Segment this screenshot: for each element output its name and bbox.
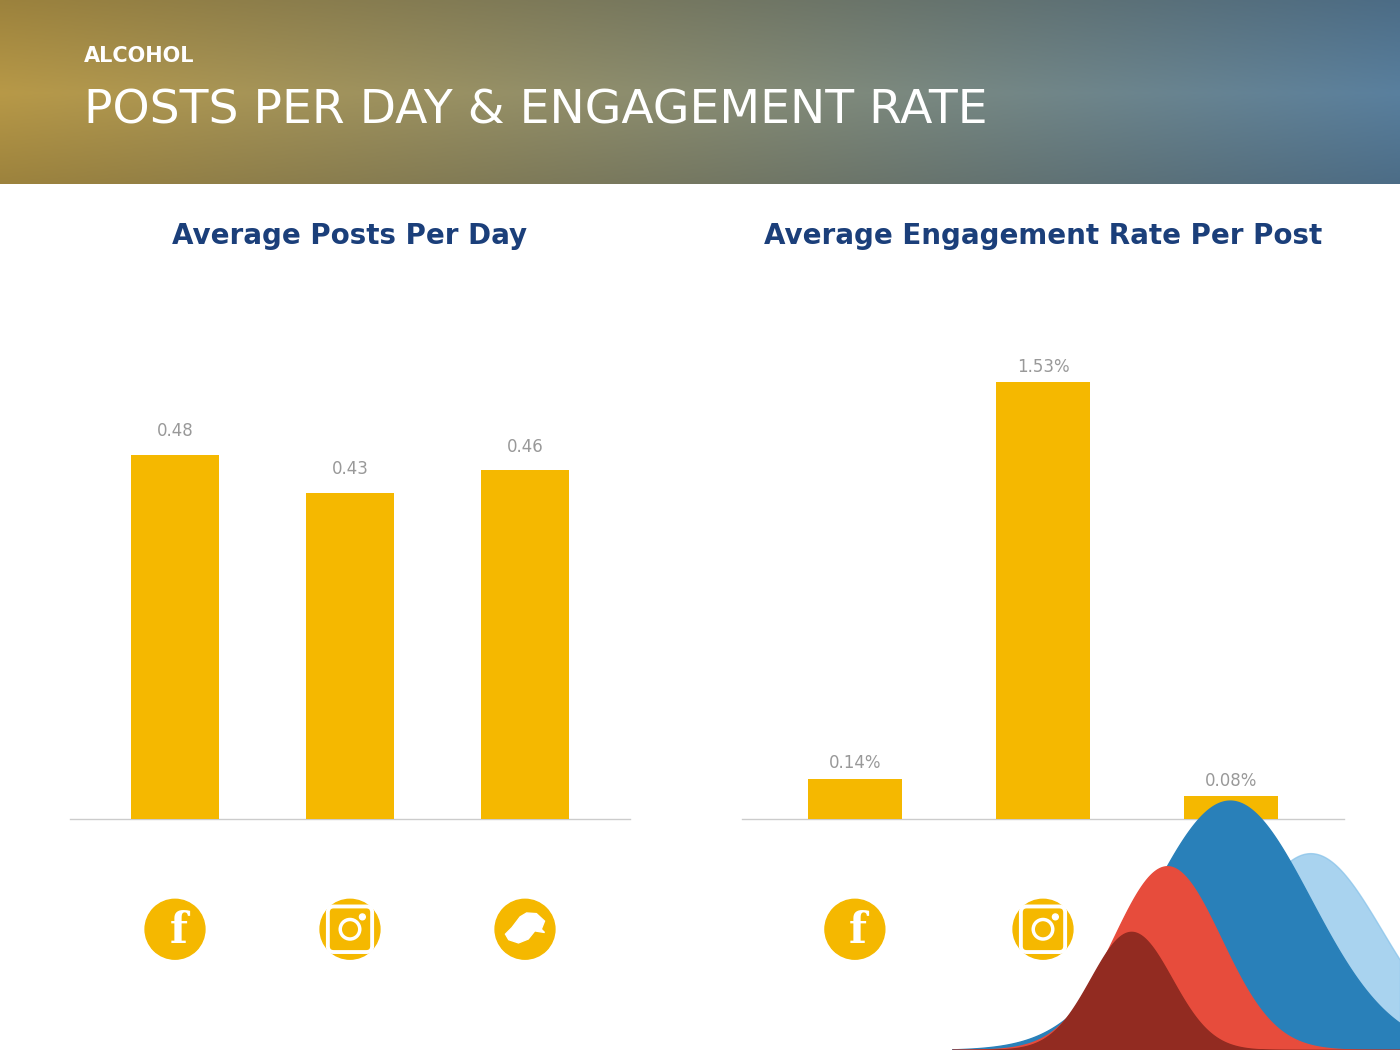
Polygon shape xyxy=(505,912,545,943)
Bar xyxy=(132,455,218,819)
Circle shape xyxy=(1014,899,1072,960)
Text: Average Engagement Rate Per Post: Average Engagement Rate Per Post xyxy=(764,223,1322,250)
Bar xyxy=(482,470,568,819)
Circle shape xyxy=(1053,914,1058,920)
Text: IQ: IQ xyxy=(48,999,71,1017)
Circle shape xyxy=(496,899,554,960)
Bar xyxy=(995,382,1091,819)
Bar xyxy=(307,492,393,819)
Circle shape xyxy=(1201,899,1261,960)
Text: 1.53%: 1.53% xyxy=(1016,358,1070,376)
Text: 0.48: 0.48 xyxy=(157,422,193,440)
Text: 0.46: 0.46 xyxy=(507,438,543,456)
Bar xyxy=(808,779,902,819)
Text: f: f xyxy=(850,910,867,952)
Circle shape xyxy=(825,899,885,960)
Text: 0.08%: 0.08% xyxy=(1205,772,1257,790)
Text: 0.14%: 0.14% xyxy=(829,755,881,773)
Text: f: f xyxy=(169,910,188,952)
Circle shape xyxy=(146,899,204,960)
Text: Rival: Rival xyxy=(36,962,83,981)
Polygon shape xyxy=(1211,912,1250,943)
Text: POSTS PER DAY & ENGAGEMENT RATE: POSTS PER DAY & ENGAGEMENT RATE xyxy=(84,88,987,133)
Circle shape xyxy=(360,914,365,920)
Circle shape xyxy=(321,899,379,960)
Text: ALCOHOL: ALCOHOL xyxy=(84,46,195,66)
Text: 0.43: 0.43 xyxy=(332,460,368,479)
Text: Average Posts Per Day: Average Posts Per Day xyxy=(172,223,528,250)
Bar xyxy=(1184,796,1278,819)
